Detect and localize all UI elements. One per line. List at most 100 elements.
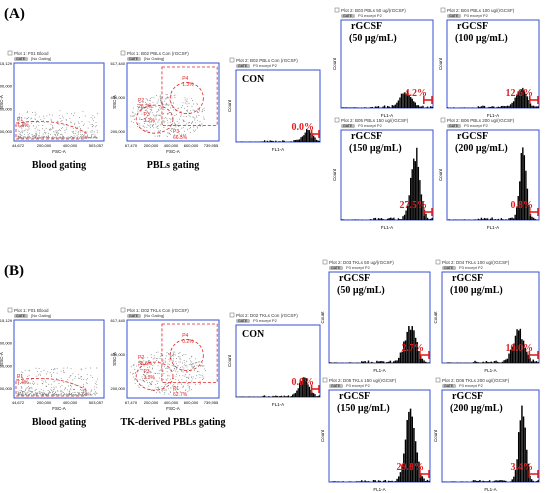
scatter-point — [28, 388, 30, 390]
histogram-bar — [403, 453, 405, 482]
scatter-point — [160, 102, 162, 104]
scatter-point — [143, 112, 145, 113]
scatter-point — [61, 115, 63, 117]
scatter-point — [77, 136, 78, 138]
scatter-point — [20, 137, 22, 138]
scatter-point — [53, 394, 54, 395]
histogram-bar — [354, 107, 357, 108]
plot-header: Plot 2: D06 TKLs 200 ug/(rGCSF) — [442, 378, 510, 383]
scatter-point — [77, 373, 79, 375]
histogram-bar — [489, 218, 492, 220]
scatter-point — [18, 117, 20, 119]
histogram-bar — [491, 217, 493, 220]
scatter-point — [179, 358, 181, 360]
scatter-point — [141, 363, 143, 365]
histogram-plot: Plot 2: D05 TKLs 150 ug/(rGCSF)GATE P3 ex… — [320, 377, 431, 492]
scatter-point — [187, 128, 189, 130]
scatter-point — [193, 362, 195, 364]
scatter-point — [136, 125, 138, 127]
scatter-point — [171, 130, 172, 132]
histogram-bar — [516, 459, 518, 482]
scatter-point — [143, 374, 145, 376]
histogram-bar — [306, 378, 308, 397]
scatter-point — [139, 119, 141, 120]
scatter-point — [152, 101, 154, 103]
histogram-bar — [500, 106, 503, 108]
scatter-point — [192, 116, 194, 118]
scatter-point — [59, 118, 61, 120]
scatter-point — [83, 390, 85, 392]
scatter-point — [155, 389, 157, 390]
scatter-point — [196, 361, 198, 363]
scatter-point — [150, 121, 152, 123]
scatter-point — [140, 101, 141, 103]
scatter-point — [61, 137, 63, 139]
gate-name: P2 — [138, 355, 144, 361]
histogram-bar — [396, 360, 398, 363]
scatter-point — [21, 382, 23, 384]
scatter-point — [52, 136, 54, 138]
scatter-point — [32, 382, 33, 384]
gate-name: P1 — [17, 117, 23, 123]
scatter-point — [152, 125, 154, 127]
gate-percent: 7.4% — [17, 123, 29, 129]
scatter-point — [28, 126, 30, 128]
histogram-bar — [345, 107, 347, 108]
scatter-point — [167, 378, 169, 380]
scatter-point — [192, 363, 194, 365]
scatter-point — [173, 390, 174, 392]
histogram-bar — [480, 106, 483, 108]
histogram-bar — [532, 359, 534, 363]
scatter-point — [152, 125, 154, 127]
histogram-bar — [410, 97, 412, 108]
scatter-point — [84, 137, 86, 139]
scatter-point — [72, 136, 74, 138]
scatter-point — [35, 392, 36, 394]
scatter-point — [17, 124, 19, 126]
scatter-point — [68, 393, 70, 395]
scatter-point — [34, 137, 36, 139]
scatter-point — [166, 96, 168, 98]
gate-chip-label: GATE — [449, 14, 459, 18]
scatter-point — [56, 372, 58, 374]
scatter-point — [66, 392, 68, 394]
histogram-bar — [480, 217, 483, 220]
histogram-bar — [511, 479, 513, 482]
histogram-bar — [357, 481, 360, 482]
scatter-point — [156, 111, 158, 113]
scatter-point — [134, 372, 136, 374]
histogram-bar — [301, 377, 304, 397]
histogram-bar — [425, 213, 427, 220]
scatter-point — [50, 128, 52, 130]
scatter-point — [203, 368, 205, 370]
scatter-point — [31, 122, 33, 124]
scatter-point — [194, 119, 196, 121]
scatter-point — [163, 359, 165, 361]
scatter-point — [172, 351, 174, 353]
scatter-point — [187, 391, 189, 393]
scatter-point — [154, 135, 156, 137]
scatter-point — [162, 108, 164, 110]
scatter-point — [74, 112, 76, 114]
y-axis-label: SSC-A — [0, 95, 4, 109]
scatter-point — [175, 368, 177, 370]
scatter-point — [156, 383, 158, 385]
scatter-point — [149, 98, 151, 99]
scatter-point — [79, 394, 81, 396]
histogram-bar — [491, 106, 493, 108]
scatter-point — [37, 371, 38, 373]
histogram-bar — [334, 362, 336, 363]
scatter-point — [18, 130, 19, 132]
histogram-bar — [344, 107, 346, 108]
histogram-bar — [514, 469, 517, 482]
scatter-point — [152, 365, 154, 367]
histogram-bar — [502, 219, 504, 220]
scatter-point — [39, 391, 41, 393]
scatter-point — [173, 367, 175, 369]
scatter-point — [73, 133, 75, 135]
scatter-point — [82, 391, 84, 393]
scatter-point — [90, 117, 92, 119]
scatter-point — [43, 381, 45, 383]
scatter-point — [50, 134, 52, 135]
histogram-plot: Plot 2: B04 PBLs 100 ug/(rGCSF)GATE P3 ex… — [438, 7, 540, 118]
